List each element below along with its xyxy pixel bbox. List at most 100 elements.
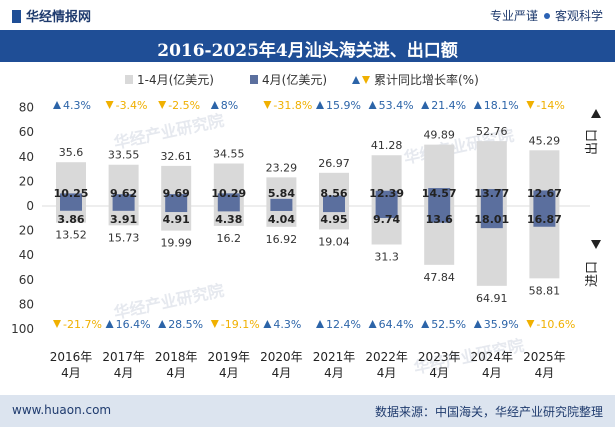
export-monthly-label: 9.62 (110, 187, 137, 200)
export-cumulative-label: 41.28 (371, 139, 403, 152)
x-tick-label-line: 4月 (219, 366, 239, 380)
export-growth-up-icon (368, 101, 377, 109)
y-tick-label: 80 (19, 297, 34, 311)
export-growth-label: 53.4% (379, 99, 414, 112)
import-growth-label: 16.4% (116, 318, 151, 331)
export-monthly-bar (165, 194, 188, 206)
side-label-export: 出口 (585, 129, 600, 155)
export-growth-up-icon (421, 101, 430, 109)
x-tick-label: 2019年 4月 (208, 350, 251, 380)
x-tick-label-line: 4月 (272, 366, 292, 380)
import-growth-up-icon (105, 320, 114, 328)
x-tick-label-line: 2023年 (418, 350, 461, 364)
x-tick-label: 2021年 4月 (313, 350, 356, 380)
import-growth-down-icon (526, 320, 535, 328)
footer-bar (0, 395, 615, 427)
import-monthly-bar (428, 206, 451, 223)
export-growth-label: 21.4% (431, 99, 466, 112)
export-monthly-label: 13.77 (474, 187, 509, 200)
x-tick-label-line: 2020年 (260, 350, 303, 364)
import-growth-label: 64.4% (379, 318, 414, 331)
import-growth-label: -10.6% (536, 318, 575, 331)
import-monthly-bar (533, 206, 556, 227)
export-monthly-bar (480, 189, 503, 206)
import-cumulative-bar (108, 206, 139, 226)
import-growth-label: -19.1% (221, 318, 260, 331)
x-tick-label-line: 4月 (377, 366, 397, 380)
x-tick-label-line: 4月 (482, 366, 502, 380)
import-monthly-label: 16.87 (527, 213, 562, 226)
x-tick-label: 2016年 4月 (50, 350, 93, 380)
brand-logo: 华经情报网 (12, 6, 91, 25)
import-growth-down-icon (53, 320, 61, 328)
top-bar: 华经情报网 专业严谨 客观科学 (0, 0, 615, 30)
import-monthly-label: 4.91 (163, 213, 190, 226)
footer-source: 数据来源：中国海关，华经产业研究院整理 (374, 405, 603, 419)
export-monthly-label: 14.57 (422, 187, 457, 200)
import-monthly-label: 3.86 (57, 213, 84, 226)
export-arrow-icon (591, 109, 601, 118)
export-monthly-label: 10.29 (211, 187, 246, 200)
import-cumulative-label: 16.92 (266, 233, 298, 246)
x-tick-label-line: 2022年 (365, 350, 408, 364)
y-tick-label: 100 (11, 322, 34, 336)
footer-website[interactable]: www.huaon.com (12, 403, 112, 417)
x-tick-label-line: 4月 (166, 366, 186, 380)
export-growth-label: 18.1% (484, 99, 519, 112)
export-growth-label: -2.5% (168, 99, 200, 112)
import-growth-label: -21.7% (63, 318, 102, 331)
export-monthly-bar (217, 193, 240, 206)
x-tick-label-line: 4月 (535, 366, 555, 380)
tagline-left: 专业严谨 (489, 9, 538, 23)
import-growth-up-icon (316, 320, 324, 328)
export-cumulative-label: 26.97 (318, 157, 350, 170)
import-cumulative-bar (266, 206, 297, 227)
import-growth-up-icon (421, 320, 430, 328)
title-bar (0, 30, 615, 62)
import-monthly-label: 18.01 (474, 213, 509, 226)
y-tick-label: 80 (19, 101, 34, 115)
x-tick-label: 2024年 4月 (471, 350, 514, 380)
x-tick-label-line: 2019年 (208, 350, 251, 364)
legend-swatch-monthly (250, 75, 258, 84)
y-tick-label: 20 (19, 174, 34, 188)
import-arrow-icon (591, 240, 601, 249)
x-tick-label-line: 2021年 (313, 350, 356, 364)
import-growth-up-icon (368, 320, 377, 328)
x-tick-label: 2018年 4月 (155, 350, 198, 380)
export-cumulative-label: 32.61 (160, 150, 192, 163)
x-tick-label-line: 4月 (114, 366, 134, 380)
import-growth-up-icon (263, 320, 272, 328)
export-monthly-label: 12.67 (527, 187, 562, 200)
export-monthly-label: 8.56 (320, 187, 347, 200)
export-monthly-label: 5.84 (268, 187, 295, 200)
import-monthly-label: 4.95 (320, 213, 347, 226)
export-growth-label: -14% (536, 99, 564, 112)
export-growth-label: -3.4% (116, 99, 148, 112)
legend-label-cumulative: 1-4月(亿美元) (137, 72, 214, 87)
import-cumulative-label: 13.52 (55, 229, 87, 242)
export-growth-down-icon (158, 101, 167, 109)
x-tick-label-line: 2025年 (523, 350, 566, 364)
y-tick-label: 20 (19, 224, 34, 238)
import-monthly-label: 4.04 (268, 213, 295, 226)
export-cumulative-label: 49.89 (423, 129, 455, 142)
export-cumulative-label: 34.55 (213, 148, 245, 161)
brand-logo-icon (12, 10, 21, 23)
export-cumulative-label: 23.29 (266, 161, 298, 174)
import-growth-up-icon (158, 320, 167, 328)
import-monthly-label: 9.74 (373, 213, 400, 226)
import-cumulative-label: 58.81 (529, 284, 561, 297)
legend-down-triangle-icon (362, 76, 370, 84)
import-cumulative-label: 16.2 (217, 232, 242, 245)
x-tick-label: 2020年 4月 (260, 350, 303, 380)
import-monthly-bar (112, 206, 135, 211)
export-cumulative-label: 35.6 (59, 146, 84, 159)
legend-swatch-cumulative (125, 75, 133, 84)
y-tick-label: 60 (19, 273, 34, 287)
export-growth-label: -31.8% (273, 99, 312, 112)
x-tick-label-line: 2017年 (102, 350, 145, 364)
export-monthly-bar (270, 198, 293, 206)
export-growth-up-icon (53, 101, 61, 109)
export-growth-up-icon (210, 101, 219, 109)
